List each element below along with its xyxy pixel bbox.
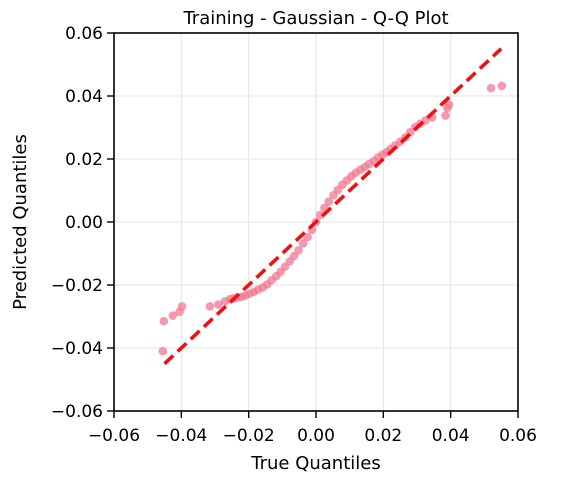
data-points (158, 81, 507, 356)
data-point (214, 300, 223, 309)
data-point (444, 100, 454, 110)
y-tick-label: −0.02 (51, 276, 103, 296)
y-tick-label: 0.04 (65, 87, 103, 107)
x-tick-label: 0.02 (364, 426, 402, 446)
data-point (303, 232, 312, 242)
data-point (486, 83, 496, 93)
data-point (168, 311, 178, 320)
y-tick-label: −0.04 (51, 339, 103, 359)
data-point (298, 239, 308, 248)
chart-title: Training - Gaussian - Q-Q Plot (182, 8, 448, 29)
data-point (294, 246, 303, 255)
y-tick-label: −0.06 (51, 402, 103, 422)
x-axis-ticks: −0.06 −0.04 −0.02 0.00 0.02 0.04 0.06 (88, 411, 537, 446)
x-tick-label: −0.02 (223, 426, 275, 446)
data-point (205, 302, 215, 311)
x-tick-label: 0.00 (297, 426, 335, 446)
y-axis-label: Predicted Quantiles (10, 134, 31, 310)
y-tick-label: 0.02 (65, 150, 103, 170)
y-tick-label: 0.06 (65, 24, 103, 44)
reference-line (163, 47, 503, 366)
x-tick-label: 0.06 (499, 426, 537, 446)
x-tick-label: 0.04 (432, 426, 470, 446)
x-tick-label: −0.06 (88, 426, 140, 446)
y-axis-ticks: −0.06 −0.04 −0.02 0.00 0.02 0.04 0.06 (51, 24, 114, 422)
x-tick-label: −0.04 (155, 426, 207, 446)
data-point (159, 316, 169, 326)
data-point (177, 302, 187, 311)
data-point (315, 210, 325, 220)
y-tick-label: 0.00 (65, 213, 103, 233)
x-axis-label: True Quantiles (250, 453, 380, 474)
data-point (441, 111, 450, 120)
data-point (324, 197, 334, 206)
data-point (158, 346, 168, 356)
data-point (497, 81, 507, 91)
